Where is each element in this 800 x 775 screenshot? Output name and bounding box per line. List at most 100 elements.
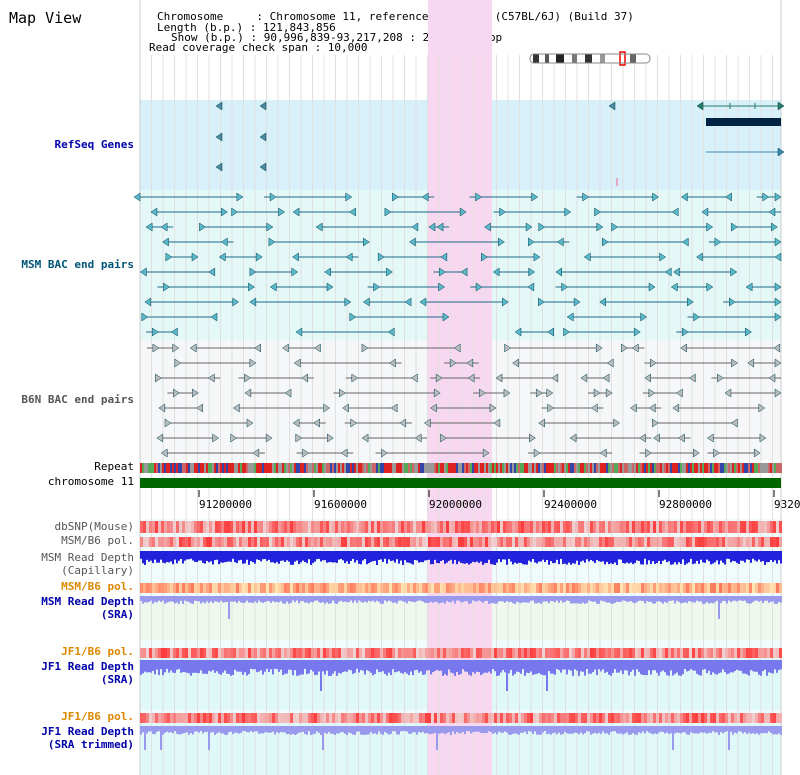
repeat-block [698,463,700,473]
heat-cell [521,713,524,723]
track-label-refseq[interactable]: RefSeq Genes [54,138,134,151]
heat-cell [668,537,671,547]
depth-bar [474,726,476,732]
depth-bar [638,551,640,561]
repeat-block [556,463,558,473]
track-label-jf1-depth-sra[interactable]: JF1 Read Depth [41,660,134,673]
depth-bar [620,551,622,560]
track-label-dbsnp[interactable]: dbSNP(Mouse) [54,520,134,533]
heat-cell [593,537,596,547]
repeat-block [302,463,304,473]
depth-bar [596,596,598,604]
heat-cell [353,583,356,593]
heat-cell [560,713,563,723]
heat-cell [701,648,704,658]
repeat-block [520,463,522,473]
track-label-jf1-depth-trimmed[interactable]: JF1 Read Depth [41,725,134,738]
msm-bac-pair [345,192,353,202]
track-label-jf1-b6-pol-1[interactable]: JF1/B6 pol. [61,645,134,658]
heat-cell [170,648,173,658]
depth-bar [396,660,398,672]
heat-cell [506,521,509,533]
depth-bar [480,596,482,602]
track-label-msm-b6-pol-2[interactable]: MSM/B6 pol. [61,580,134,593]
heat-cell [560,583,563,593]
depth-bar [532,660,534,676]
track-label-chromosome[interactable]: chromosome 11 [47,475,134,488]
depth-bar [178,660,180,670]
repeat-block [386,463,388,473]
msm-bac-pair [547,327,554,337]
length-info: Length (b.p.) : 121,843,856 [157,21,336,34]
heat-cell [719,648,722,658]
repeat-block [498,463,500,473]
heat-cell [257,583,260,593]
msm-bac-pair [139,267,147,277]
repeat-block [206,463,208,473]
heat-cell [737,713,740,723]
depth-bar [204,660,206,674]
heat-cell [332,583,335,593]
heat-cell [446,713,449,723]
depth-bar [780,726,782,735]
depth-bar [144,726,146,750]
track-label-repeat[interactable]: Repeat [94,460,134,473]
repeat-block [636,463,638,473]
depth-bar [230,551,232,562]
heat-cell [275,537,278,547]
repeat-block [144,463,146,473]
depth-bar [254,551,256,564]
heat-cell [665,521,668,533]
heat-cell [680,521,683,533]
depth-bar [556,726,558,735]
depth-bar [726,726,728,732]
msm-bac-pair [162,237,169,247]
repeat-block [418,463,420,473]
track-label-jf1-b6-pol-2[interactable]: JF1/B6 pol. [61,710,134,723]
heat-cell [644,537,647,547]
depth-bar [142,660,144,674]
repeat-block [732,463,734,473]
msm-bac-pair [774,192,782,202]
b6n-bac-pair [152,343,160,353]
repeat-block [484,463,486,473]
depth-bar [500,660,502,673]
heat-cell [758,521,761,533]
heat-cell [407,713,410,723]
track-label-msm-bac[interactable]: MSM BAC end pairs [21,258,134,271]
heat-cell [275,713,278,723]
heat-cell [566,583,569,593]
repeat-block [264,463,266,473]
depth-bar [732,660,734,673]
heat-cell [344,583,347,593]
heat-cell [596,521,599,533]
track-label-msm-b6-pol-1[interactable]: MSM/B6 pol. [61,534,134,547]
depth-bar [642,596,644,601]
track-label-b6n-bac[interactable]: B6N BAC end pairs [21,393,134,406]
heat-cell [215,521,218,533]
depth-bar [484,660,486,673]
heat-cell [644,648,647,658]
depth-bar [306,660,308,675]
depth-bar [354,660,356,673]
heat-cell [581,537,584,547]
depth-bar [642,660,644,676]
depth-bar [564,551,566,564]
repeat-block [286,463,288,473]
b6n-bac-pair [314,343,321,353]
track-label-msm-depth-capillary[interactable]: MSM Read Depth [41,551,134,564]
heat-cell [635,537,638,547]
depth-bar [776,726,778,735]
depth-bar [464,551,466,564]
b6n-bac-pair [252,448,260,458]
depth-bar [230,660,232,676]
depth-bar [530,551,532,562]
repeat-block [558,463,560,473]
heat-cell [707,648,710,658]
repeat-block [458,463,460,473]
track-label-msm-depth-sra[interactable]: MSM Read Depth [41,595,134,608]
heat-cell [242,713,245,723]
b6n-bac-pair [593,388,601,398]
b6n-bac-pair [529,433,536,443]
